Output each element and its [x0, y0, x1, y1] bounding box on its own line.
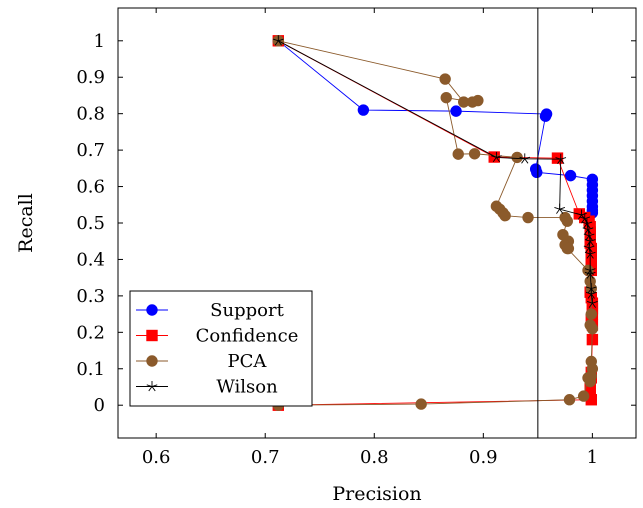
series-pca — [272, 35, 599, 411]
data-point-support — [531, 166, 543, 179]
data-point-wilson — [491, 151, 502, 163]
data-point-pca — [563, 394, 576, 406]
legend-label-confidence: Confidence — [196, 326, 299, 347]
y-tick-label: 0.3 — [76, 286, 105, 307]
data-point-wilson — [584, 268, 596, 279]
legend-label-support: Support — [210, 300, 284, 321]
data-point-pca — [452, 148, 464, 160]
data-point-wilson — [582, 224, 594, 235]
y-axis-label: Recall — [15, 193, 37, 253]
legend-marker-wilson — [146, 381, 158, 392]
data-point-wilson — [584, 235, 596, 246]
y-tick-label: 1 — [94, 31, 105, 52]
data-point-pca — [561, 215, 573, 227]
data-point-pca — [440, 91, 452, 104]
y-tick-label: 0.8 — [76, 104, 105, 125]
data-point-wilson — [583, 230, 595, 241]
data-point-support — [450, 105, 462, 117]
data-point-wilson — [555, 153, 567, 164]
legend-label-pca: PCA — [228, 351, 268, 372]
data-point-wilson — [579, 213, 591, 224]
data-point-support — [357, 104, 370, 116]
x-axis-label: Precision — [332, 483, 421, 505]
data-point-pca — [511, 151, 523, 164]
data-point-pca — [577, 390, 590, 402]
data-point-wilson — [585, 288, 597, 299]
data-point-wilson — [584, 248, 596, 259]
series-support — [272, 35, 599, 219]
data-point-wilson — [583, 242, 595, 253]
data-point-wilson — [581, 218, 593, 229]
y-tick-label: 0.5 — [76, 213, 105, 234]
y-tick-label: 0 — [94, 395, 105, 416]
series-wilson — [272, 35, 598, 308]
data-point-support — [564, 169, 577, 182]
y-tick-label: 0.1 — [76, 359, 105, 380]
data-point-pca — [466, 96, 479, 108]
data-point-pca — [468, 148, 481, 160]
x-tick-label: 0.8 — [360, 447, 389, 468]
legend: Support Confidence PCA Wilson — [129, 290, 313, 407]
data-point-support — [539, 110, 552, 122]
data-point-pca — [522, 211, 534, 224]
x-tick-label: 1 — [587, 447, 598, 468]
data-point-pca — [586, 322, 599, 335]
series-line-pca — [278, 40, 593, 406]
x-tick-label: 0.6 — [142, 447, 171, 468]
data-point-wilson — [519, 153, 531, 164]
data-point-pca — [561, 242, 573, 255]
data-point-pca — [585, 308, 597, 320]
legend-marker-support — [146, 304, 158, 316]
y-tick-label: 0.6 — [76, 177, 105, 198]
series-confidence — [272, 35, 599, 411]
data-point-wilson — [587, 297, 598, 308]
y-tick-label: 0.2 — [76, 322, 105, 343]
data-point-wilson — [585, 283, 597, 294]
plot-series — [272, 35, 599, 411]
legend-label-wilson: Wilson — [216, 377, 278, 398]
data-point-wilson — [272, 35, 284, 46]
data-point-wilson — [576, 209, 587, 220]
data-point-pca — [499, 210, 511, 222]
legend-marker-pca — [146, 355, 158, 367]
series-line-confidence — [278, 40, 593, 406]
y-tick-label: 0.9 — [76, 67, 105, 88]
data-point-wilson — [584, 264, 596, 276]
data-point-wilson — [554, 203, 566, 214]
legend-marker-confidence — [146, 329, 158, 342]
y-tick-label: 0.7 — [76, 140, 105, 161]
data-point-pca — [415, 398, 427, 410]
data-point-pca — [439, 73, 451, 85]
x-tick-label: 0.7 — [251, 447, 280, 468]
data-point-pca — [582, 372, 594, 384]
x-tick-label: 0.9 — [469, 447, 498, 468]
series-line-wilson — [278, 40, 593, 304]
y-tick-label: 0.4 — [76, 249, 105, 270]
axis-ticks: 0.6 0.7 0.8 0.9 1 0 0.1 0.2 0.3 0.4 0.5 0.6 0.7 0.8 0.… — [76, 8, 636, 468]
